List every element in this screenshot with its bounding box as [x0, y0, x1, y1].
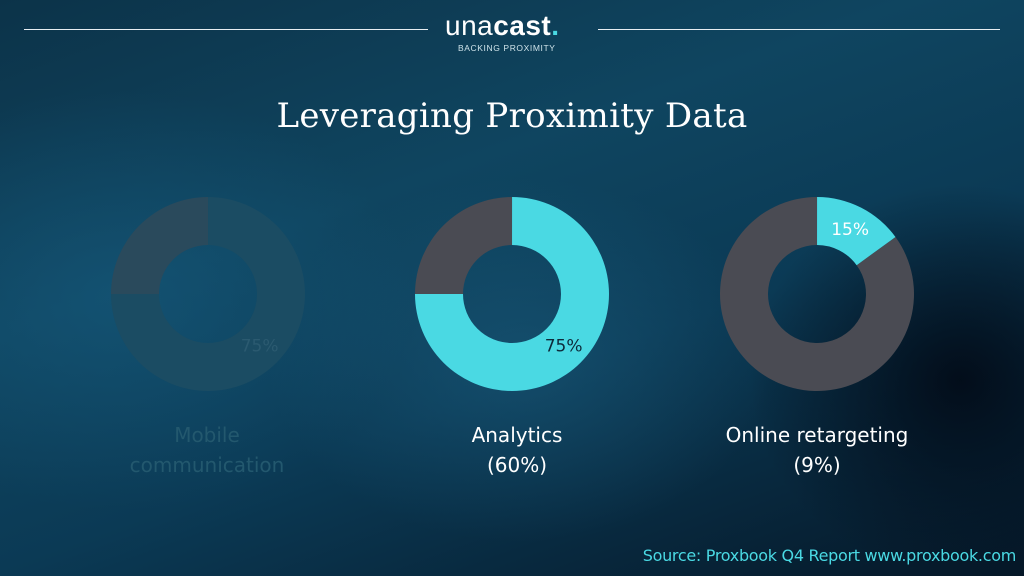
logo-wordmark: unacast. — [445, 11, 585, 41]
donut-chart-mobile: 75% — [111, 197, 305, 391]
donut-slice-rest — [719, 197, 914, 391]
donut-slice-highlight — [817, 197, 896, 266]
donut-chart-retargeting: 15% — [719, 197, 914, 391]
donut-slice-rest — [415, 197, 512, 294]
unacast-logo: unacast. BACKING PROXIMITY — [445, 11, 585, 54]
donut-slice-highlight — [111, 197, 305, 391]
caption-analytics-line2: (60%) — [486, 453, 548, 477]
slide-title: Leveraging Proximity Data — [276, 96, 748, 136]
slice-label: 75% — [241, 337, 279, 357]
slice-label: 75% — [545, 337, 583, 357]
donut-chart-analytics: 75% — [415, 197, 609, 391]
caption-retargeting: Online retargeting (9%) — [697, 420, 937, 480]
caption-retargeting-line1: Online retargeting — [725, 423, 909, 447]
header-rule-right — [598, 29, 1000, 30]
slice-label: 15% — [831, 220, 869, 240]
donut-slice-rest — [111, 197, 208, 294]
caption-mobile-line1: Mobile — [174, 423, 240, 447]
logo-light: una — [445, 10, 494, 41]
caption-retargeting-line2: (9%) — [793, 453, 841, 477]
caption-analytics: Analytics (60%) — [397, 420, 637, 480]
caption-analytics-line1: Analytics — [471, 423, 563, 447]
source-citation: Source: Proxbook Q4 Report www.proxbook.… — [642, 546, 1017, 565]
logo-tagline: BACKING PROXIMITY — [458, 43, 556, 53]
header-rule-left — [24, 29, 428, 30]
caption-mobile: Mobile communication — [87, 420, 327, 480]
donut-slice-highlight — [415, 197, 609, 391]
logo-dot: . — [551, 10, 560, 41]
caption-mobile-line2: communication — [129, 453, 285, 477]
logo-bold: cast — [493, 10, 552, 41]
